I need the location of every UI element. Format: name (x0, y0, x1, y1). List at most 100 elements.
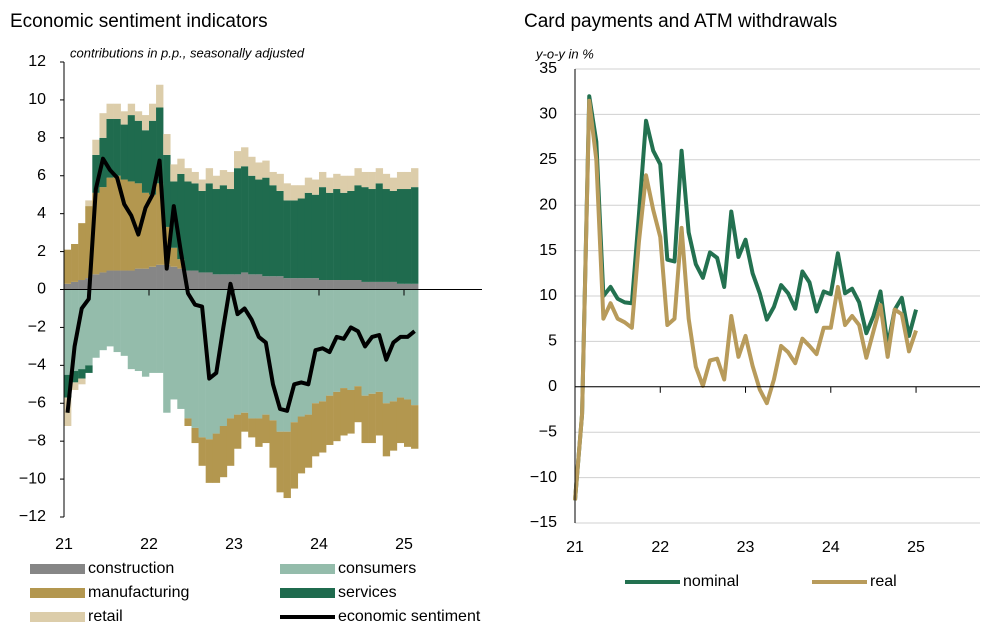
bar-segment (198, 437, 206, 466)
bar-segment (71, 244, 79, 282)
bar-segment (106, 118, 114, 178)
bar-segment (219, 185, 228, 275)
y-tick-label: 6 (37, 167, 46, 184)
bar-segment (347, 190, 355, 281)
bar-segment (255, 179, 263, 275)
bar-segment (375, 281, 384, 290)
bar-segment (134, 111, 143, 121)
bar-segment (333, 189, 341, 281)
bar-segment (156, 84, 164, 108)
bar-segment (340, 175, 348, 193)
bar-segment (163, 289, 171, 413)
y-tick-label: −15 (530, 514, 557, 531)
bar-segment (163, 134, 171, 155)
bar-segment (404, 171, 412, 190)
bar-segment (389, 177, 398, 191)
bar-segment (64, 283, 72, 290)
legend-label: economic sentiment (338, 608, 481, 625)
x-tick-label: 24 (822, 539, 840, 556)
bar-segment (276, 173, 284, 191)
bar-segment (149, 194, 157, 267)
bar-segment (269, 276, 277, 290)
bar-segment (149, 120, 157, 195)
bar-segment (411, 168, 419, 188)
bar-segment (304, 192, 313, 279)
bar-segment (99, 113, 107, 138)
bar-segment (184, 168, 192, 182)
bar-segment (333, 173, 341, 190)
chart-subtitle: y-o-y in % (535, 46, 594, 61)
bar-segment (255, 418, 263, 447)
bar-segment (262, 160, 270, 178)
bar-segment (290, 185, 299, 201)
chart-title: Card payments and ATM withdrawals (524, 11, 837, 32)
bar-segment (269, 185, 277, 277)
bar-segment (198, 289, 206, 438)
bar-segment (78, 280, 86, 290)
bar-segment (276, 190, 284, 277)
bar-segment (326, 177, 334, 193)
bar-segment (120, 270, 129, 290)
bar-segment (205, 183, 214, 273)
bar-segment (113, 175, 121, 271)
bar-segment (85, 365, 93, 373)
bar-segment (198, 190, 206, 273)
bar-segment (411, 289, 419, 406)
bar-segment (411, 405, 419, 449)
bar-segment (141, 268, 150, 290)
bar-segment (382, 281, 391, 290)
bar-segment (64, 374, 72, 398)
bar-segment (113, 289, 121, 353)
bar-segment (92, 139, 100, 155)
bar-segment (404, 289, 412, 400)
y-tick-label: 4 (37, 205, 46, 222)
bar-segment (127, 115, 136, 182)
bar-segment (134, 289, 143, 372)
bar-segment (368, 171, 376, 190)
bar-segment (234, 168, 242, 275)
bar-segment (120, 289, 129, 356)
bar-segment (163, 264, 171, 290)
bar-segment (170, 247, 178, 267)
bar-segment (283, 278, 291, 290)
bar-segment (255, 289, 263, 419)
bar-segment (184, 289, 192, 419)
bar-segment (297, 198, 306, 279)
bar-segment (120, 124, 129, 180)
y-tick-label: 12 (28, 53, 46, 70)
bar-segment (262, 414, 270, 444)
bar-segment (368, 289, 376, 394)
bar-segment (382, 403, 391, 457)
bar-segment (219, 170, 228, 186)
bar-segment (177, 158, 185, 174)
bar-segment (411, 283, 419, 290)
legend-label: retail (88, 608, 123, 625)
bar-segment (361, 281, 369, 290)
y-tick-label: −10 (19, 470, 46, 487)
x-tick-label: 23 (225, 536, 243, 553)
bar-segment (297, 278, 306, 290)
y-tick-label: −2 (28, 319, 46, 336)
bar-segment (212, 433, 221, 483)
bar-segment (368, 189, 376, 282)
legend-swatch (30, 612, 85, 622)
bar-segment (304, 177, 313, 193)
bar-segment (340, 192, 348, 281)
bar-segment (184, 418, 192, 426)
bar-segment (276, 431, 284, 493)
bar-segment (226, 171, 235, 190)
bar-segment (127, 103, 136, 116)
bar-segment (71, 382, 79, 390)
bar-segment (347, 175, 355, 191)
bar-segment (404, 189, 412, 284)
legend-label: consumers (338, 560, 416, 577)
bar-segment (248, 289, 256, 419)
bar-segment (92, 154, 100, 193)
bar-segment (219, 426, 228, 478)
bar-segment (205, 168, 214, 184)
bar-segment (319, 401, 327, 453)
data-line (573, 98, 918, 501)
bar-segment (234, 151, 242, 169)
bar-segment (304, 278, 313, 290)
bar-segment (290, 278, 299, 290)
